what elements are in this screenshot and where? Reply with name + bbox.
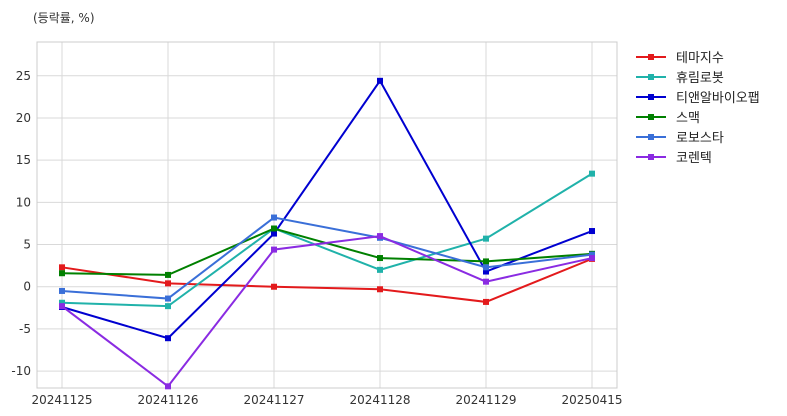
- plot-frame: [36, 41, 618, 389]
- series-line: [61, 78, 593, 340]
- series-line: [61, 172, 593, 308]
- legend-swatch-marker: [648, 54, 654, 60]
- data-point: [589, 255, 595, 262]
- data-point: [271, 214, 277, 221]
- legend-item: 티앤알바이오팹: [636, 91, 760, 106]
- data-point: [483, 268, 489, 275]
- y-tick-label: 25: [16, 69, 31, 83]
- y-tick-label: -10: [11, 364, 31, 378]
- x-tick-label: 20241127: [243, 393, 304, 407]
- data-point: [59, 270, 65, 277]
- legend-item: 휴림로봇: [636, 71, 724, 86]
- data-point: [165, 303, 171, 310]
- legend-item: 테마지수: [636, 51, 724, 66]
- data-point: [59, 303, 65, 310]
- legend-label: 티앤알바이오팹: [676, 91, 760, 106]
- x-axis: 20241125 20241126 20241127 20241128 20241129…: [31, 393, 622, 407]
- series-line: [61, 257, 593, 303]
- series-line: [61, 235, 593, 388]
- data-point: [271, 225, 277, 232]
- legend-item: 코렌텍: [636, 151, 712, 166]
- data-point: [271, 283, 277, 290]
- data-point: [377, 266, 383, 273]
- legend-label: 코렌텍: [676, 151, 712, 166]
- x-tick-label: 20250415: [561, 393, 622, 407]
- y-tick-label: -5: [19, 322, 31, 336]
- legend-item: 로보스타: [636, 131, 724, 146]
- series-4: [59, 225, 595, 278]
- data-point: [377, 255, 383, 262]
- x-tick-label: 20241129: [455, 393, 516, 407]
- legend-swatch-marker: [648, 114, 654, 120]
- unit-label: (등락률, %): [33, 11, 95, 25]
- series-3: [59, 77, 595, 342]
- series: [59, 77, 595, 390]
- data-point: [59, 287, 65, 294]
- data-point: [377, 233, 383, 240]
- data-point: [165, 280, 171, 287]
- y-tick-label: 15: [16, 153, 31, 167]
- legend-swatch-marker: [648, 154, 654, 160]
- data-point: [377, 286, 383, 293]
- legend-swatch-marker: [648, 74, 654, 80]
- y-tick-label: 0: [23, 280, 31, 294]
- y-tick-label: 20: [16, 111, 31, 125]
- grid: [37, 42, 617, 388]
- data-point: [165, 271, 171, 278]
- data-point: [377, 77, 383, 84]
- data-point: [271, 246, 277, 253]
- data-point: [483, 278, 489, 285]
- series-line: [61, 227, 593, 276]
- data-point: [483, 298, 489, 305]
- legend-label: 스맥: [676, 111, 700, 126]
- data-point: [59, 264, 65, 271]
- data-point: [589, 228, 595, 235]
- data-point: [483, 264, 489, 271]
- legend-label: 휴림로봇: [676, 71, 724, 86]
- series-6: [59, 233, 595, 390]
- y-axis: -10 -5 0 5 10 15 20 25: [11, 69, 31, 378]
- data-point: [483, 235, 489, 242]
- series-line: [61, 216, 593, 300]
- data-point: [483, 258, 489, 265]
- data-point: [59, 299, 65, 306]
- legend-item: 스맥: [636, 111, 700, 126]
- x-tick-label: 20241125: [31, 393, 92, 407]
- legend-swatch-marker: [648, 134, 654, 140]
- data-point: [165, 335, 171, 342]
- data-point: [165, 383, 171, 390]
- legend-label: 테마지수: [676, 51, 724, 66]
- x-tick-label: 20241126: [137, 393, 198, 407]
- data-point: [589, 251, 595, 258]
- data-point: [271, 230, 277, 237]
- x-tick-label: 20241128: [349, 393, 410, 407]
- data-point: [165, 295, 171, 302]
- data-point: [589, 170, 595, 177]
- legend-swatch-marker: [648, 94, 654, 100]
- y-tick-label: 10: [16, 195, 31, 209]
- y-tick-label: 5: [23, 238, 31, 252]
- legend-label: 로보스타: [676, 131, 724, 146]
